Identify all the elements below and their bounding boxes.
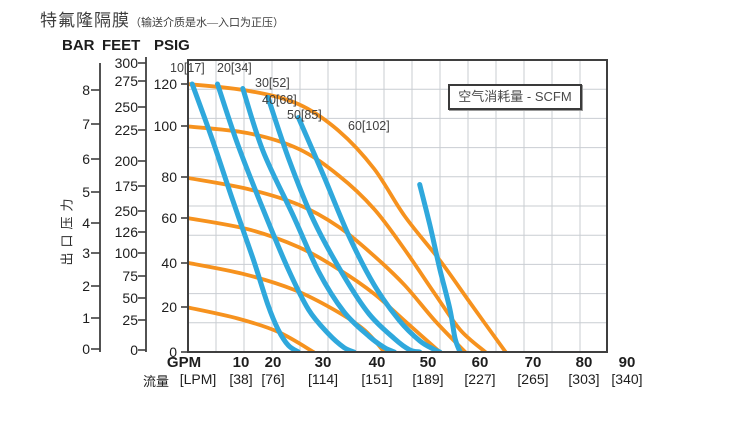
feet-tick-label: 100	[114, 245, 138, 261]
curve-discharge-pressure-80-psig	[189, 176, 468, 353]
title-text: 特氟隆隔膜	[40, 11, 130, 30]
bar-tick-label: 8	[82, 82, 90, 98]
lpm-tick-label: [303]	[568, 371, 600, 387]
bar-tick-label: 6	[82, 151, 90, 167]
feet-tick-label: 126	[114, 224, 138, 240]
psig-tick-label: 0	[169, 344, 177, 360]
curve-discharge-pressure-20-psig	[189, 305, 316, 353]
title-note: （输送介质是水—入口为正压）	[130, 17, 284, 29]
legend-air-consumption: 空气消耗量 - SCFM	[448, 84, 582, 110]
curve-air-consumption-20-scfm[34]	[215, 81, 357, 353]
feet-tick-label: 250	[114, 203, 138, 219]
feet-tick-label: 225	[114, 122, 138, 138]
lpm-tick-label: [189]	[412, 371, 444, 387]
psig-tick-label: 40	[161, 255, 177, 271]
axis-header-bar: BAR	[62, 37, 95, 54]
lpm-tick-label: [227]	[464, 371, 496, 387]
gpm-tick-label: 10	[232, 354, 250, 371]
curve-air-consumption-60-scfm[102]	[417, 182, 463, 353]
psig-tick-label: 60	[161, 210, 177, 226]
legend-label: 空气消耗量 - SCFM	[458, 89, 572, 104]
bar-tick-label: 4	[82, 215, 90, 231]
lpm-tick-label: [151]	[361, 371, 393, 387]
feet-tick-label: 200	[114, 153, 138, 169]
axis-header-psig: PSIG	[154, 37, 190, 54]
gpm-tick-label: 80	[575, 354, 593, 371]
psig-tick-label: 80	[161, 169, 177, 185]
bar-tick-label: 0	[82, 341, 90, 357]
lpm-tick-label: [265]	[517, 371, 549, 387]
lpm-tick-label: [340]	[611, 371, 643, 387]
gpm-tick-label: 90	[618, 354, 636, 371]
curve-label: 40[68]	[262, 93, 297, 107]
curve-air-consumption-40-scfm[68]	[265, 94, 423, 353]
lpm-tick-label: [38]	[229, 371, 253, 387]
lpm-tick-label: [114]	[307, 371, 339, 387]
curve-air-consumption-10-scfm[17]	[189, 81, 301, 353]
feet-tick-label: 25	[122, 312, 138, 328]
x-flow-word: 流量	[142, 374, 169, 389]
feet-tick-label: 275	[114, 73, 138, 89]
psig-tick-label: 100	[153, 118, 177, 134]
x-unit-lpm: [LPM]	[179, 371, 217, 387]
gpm-tick-label: 50	[419, 354, 437, 371]
feet-tick-label: 0	[130, 342, 138, 358]
curve-air-consumption-50-scfm[85]	[295, 115, 443, 353]
curve-label: 30[52]	[255, 76, 290, 90]
lpm-tick-label: [76]	[261, 371, 285, 387]
feet-tick-label: 300	[114, 55, 138, 71]
axis-header-feet: FEET	[102, 37, 141, 54]
curve-air-consumption-30-scfm[52]	[240, 86, 397, 353]
page-title: 特氟隆隔膜（输送介质是水—入口为正压）	[40, 6, 284, 31]
gpm-tick-label: 70	[524, 354, 542, 371]
bar-tick-label: 1	[82, 310, 90, 326]
psig-tick-label: 120	[153, 76, 177, 92]
gpm-tick-label: 20	[264, 354, 282, 371]
curve-label: 50[85]	[287, 108, 322, 122]
bar-tick-label: 2	[82, 278, 90, 294]
feet-tick-label: 250	[114, 99, 138, 115]
feet-tick-label: 75	[122, 268, 138, 284]
gpm-tick-label: 40	[368, 354, 386, 371]
curve-discharge-pressure-120-psig	[189, 82, 508, 353]
feet-tick-label: 175	[114, 178, 138, 194]
bar-tick-label: 7	[82, 116, 90, 132]
x-unit-gpm: GPM	[166, 354, 202, 371]
feet-tick-label: 50	[122, 290, 138, 306]
psig-tick-label: 20	[161, 299, 177, 315]
bar-tick-label: 3	[82, 245, 90, 261]
bar-tick-label: 5	[82, 184, 90, 200]
curve-label: 60[102]	[348, 119, 390, 133]
curve-label: 20[34]	[217, 61, 252, 75]
gpm-tick-label: 60	[471, 354, 489, 371]
curve-label: 10[17]	[170, 61, 205, 75]
gpm-tick-label: 30	[314, 354, 332, 371]
